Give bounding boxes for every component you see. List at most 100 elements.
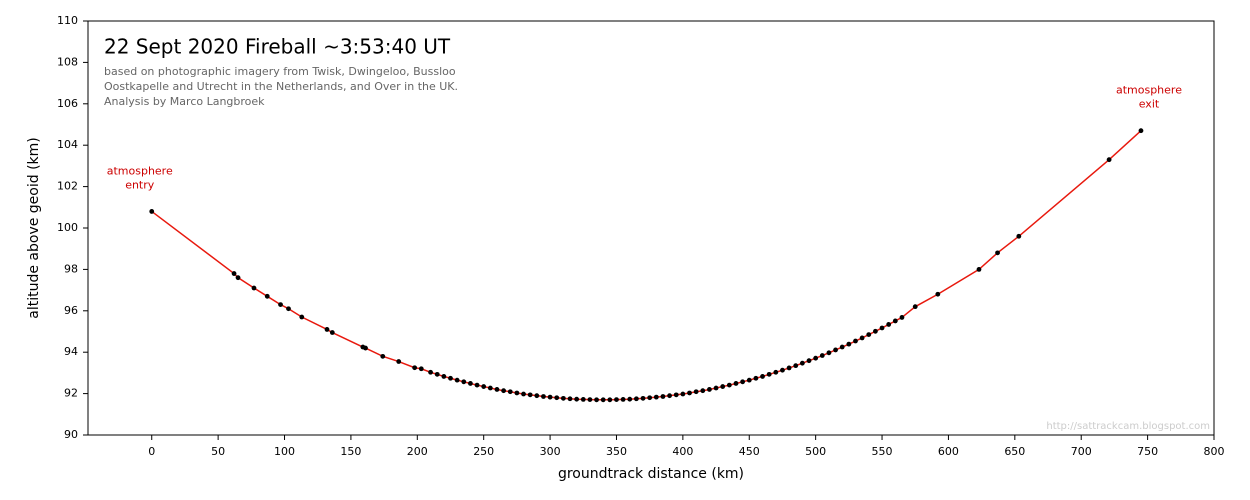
data-point xyxy=(494,387,500,392)
y-tick-label: 92 xyxy=(64,387,78,400)
data-point xyxy=(149,209,155,214)
data-point xyxy=(534,393,540,399)
x-tick-label: 800 xyxy=(1204,445,1225,458)
data-point xyxy=(667,393,672,399)
data-point xyxy=(620,396,626,402)
data-point xyxy=(461,379,467,385)
data-point xyxy=(521,391,526,397)
data-point xyxy=(707,387,712,392)
y-tick-label: 102 xyxy=(57,180,78,193)
data-point xyxy=(324,327,330,332)
data-point xyxy=(231,271,237,276)
data-point xyxy=(627,396,633,402)
data-point xyxy=(251,285,257,291)
watermark: http://sattrackcam.blogspot.com xyxy=(1046,421,1210,432)
y-tick-label: 94 xyxy=(64,345,78,358)
data-point xyxy=(826,350,832,356)
data-point xyxy=(278,302,283,307)
data-point xyxy=(380,353,386,359)
subtitle: Analysis by Marco Langbroek xyxy=(104,95,265,108)
data-point xyxy=(720,384,726,389)
data-point xyxy=(746,377,752,383)
data-point xyxy=(935,291,941,297)
x-tick-label: 100 xyxy=(274,445,295,458)
x-tick-label: 500 xyxy=(805,445,826,458)
data-point xyxy=(560,395,566,401)
data-point xyxy=(329,330,335,335)
data-point xyxy=(587,397,593,403)
data-point xyxy=(886,322,892,327)
annotation: atmosphere xyxy=(1116,84,1182,97)
data-point xyxy=(846,341,852,347)
data-point xyxy=(594,397,599,403)
data-point xyxy=(434,371,440,377)
annotation: entry xyxy=(125,178,155,191)
data-point xyxy=(733,381,739,386)
x-tick-label: 350 xyxy=(606,445,627,458)
data-point xyxy=(396,359,402,364)
data-point xyxy=(660,394,666,399)
data-point xyxy=(487,385,493,391)
data-point xyxy=(839,344,845,350)
x-axis-label: groundtrack distance (km) xyxy=(558,466,744,482)
data-point xyxy=(574,396,580,402)
data-point xyxy=(892,318,898,324)
x-tick-label: 550 xyxy=(872,445,893,458)
data-point xyxy=(481,384,487,389)
y-axis-label: altitude above geoid (km) xyxy=(26,137,42,319)
data-point xyxy=(760,374,765,379)
x-tick-label: 200 xyxy=(407,445,428,458)
data-point xyxy=(541,394,546,399)
data-point xyxy=(454,377,460,383)
y-tick-label: 98 xyxy=(64,262,78,275)
data-point xyxy=(607,397,613,403)
data-point xyxy=(687,390,692,396)
x-tick-label: 250 xyxy=(473,445,494,458)
data-point xyxy=(633,396,639,402)
y-tick-label: 96 xyxy=(64,304,78,317)
data-point xyxy=(693,389,699,395)
x-tick-label: 50 xyxy=(211,445,225,458)
data-point xyxy=(614,397,619,403)
data-point xyxy=(527,392,533,398)
data-point xyxy=(740,379,746,385)
x-tick-label: 400 xyxy=(672,445,693,458)
data-point xyxy=(976,267,982,272)
data-point xyxy=(879,325,885,331)
x-tick-label: 150 xyxy=(340,445,361,458)
data-point xyxy=(441,374,447,379)
annotation: atmosphere xyxy=(107,164,173,177)
y-tick-label: 90 xyxy=(64,428,78,441)
data-point xyxy=(474,382,480,388)
x-tick-label: 600 xyxy=(938,445,959,458)
data-point xyxy=(673,392,679,398)
data-point xyxy=(640,395,646,401)
data-point xyxy=(647,395,653,401)
data-point xyxy=(813,355,819,361)
data-point xyxy=(514,390,520,396)
data-point xyxy=(859,335,865,341)
x-tick-label: 0 xyxy=(148,445,155,458)
data-point xyxy=(448,375,453,381)
data-point xyxy=(819,353,825,358)
data-point xyxy=(713,385,719,391)
data-point xyxy=(753,375,759,381)
data-point xyxy=(995,250,1000,256)
data-point xyxy=(899,315,905,320)
data-point xyxy=(567,396,573,402)
data-point xyxy=(412,365,418,371)
data-point xyxy=(833,347,838,353)
data-point xyxy=(700,388,706,394)
data-point xyxy=(264,293,270,299)
data-point xyxy=(418,366,424,372)
trajectory-line xyxy=(151,130,1142,401)
data-point xyxy=(853,338,858,344)
data-point xyxy=(299,314,305,320)
x-tick-label: 650 xyxy=(1004,445,1025,458)
data-point xyxy=(912,304,918,310)
data-point xyxy=(1106,157,1112,163)
data-point xyxy=(600,397,606,403)
y-tick-label: 100 xyxy=(57,221,78,234)
data-point xyxy=(1138,128,1144,134)
